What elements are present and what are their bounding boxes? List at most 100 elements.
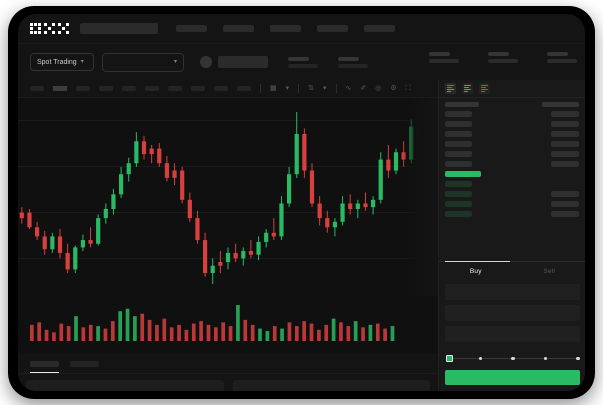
search-input[interactable]: [80, 23, 158, 34]
timeframe-button[interactable]: [237, 86, 251, 91]
indicator-label-icon[interactable]: ⇅: [308, 85, 315, 92]
order-book-row[interactable]: [445, 161, 579, 167]
slider-stop-dot[interactable]: [576, 356, 580, 361]
candle-body: [134, 141, 139, 164]
depth-sell-icon[interactable]: [479, 83, 490, 94]
amount-slider[interactable]: [446, 354, 580, 363]
candle-body: [210, 265, 215, 274]
order-total-field[interactable]: [445, 326, 580, 342]
candle-body: [370, 199, 376, 208]
price-chart[interactable]: [18, 98, 438, 354]
candle-body: [218, 262, 223, 266]
timeframe-button[interactable]: [214, 86, 228, 91]
chevron-down-icon[interactable]: ▾: [285, 85, 290, 92]
nav-item-derivatives[interactable]: [270, 25, 301, 32]
pair-name-label[interactable]: [218, 56, 268, 68]
fullscreen-icon[interactable]: ⛶: [405, 85, 411, 92]
order-book-price: [445, 141, 472, 147]
order-price-field[interactable]: [445, 284, 580, 300]
order-book-row[interactable]: [445, 181, 579, 187]
slider-stop-dot[interactable]: [543, 356, 547, 361]
timeframe-button[interactable]: [99, 86, 113, 91]
candle-body: [157, 148, 162, 164]
timeframe-button[interactable]: [145, 86, 159, 91]
ticker-summary: [200, 56, 368, 68]
volume-bar: [162, 318, 167, 341]
candle-body: [432, 126, 437, 131]
depth-buy-icon[interactable]: [462, 83, 473, 94]
order-book-row[interactable]: [445, 121, 579, 127]
timeframe-button-active[interactable]: [53, 86, 67, 91]
chevron-down-icon[interactable]: ▾: [323, 85, 327, 92]
order-book-price: [445, 121, 472, 127]
volume-bar: [206, 324, 211, 341]
pencil-draw-icon[interactable]: ✐: [360, 85, 367, 92]
order-book-row[interactable]: [445, 141, 579, 147]
volume-bar: [228, 326, 233, 341]
volume-bar: [243, 319, 248, 341]
volume-bar: [302, 321, 306, 341]
candle-body: [279, 203, 284, 237]
order-book-price: [445, 111, 472, 117]
nav-item-markets[interactable]: [176, 25, 207, 32]
order-book-row[interactable]: [445, 191, 579, 197]
candle-body: [393, 152, 399, 171]
order-book-row[interactable]: [445, 211, 579, 217]
order-book-row[interactable]: [445, 201, 579, 207]
settings-gear-icon[interactable]: ⚙: [390, 85, 397, 92]
candle-body: [424, 130, 429, 136]
timeframe-button[interactable]: [76, 86, 90, 91]
camera-snapshot-icon[interactable]: ◎: [375, 85, 382, 92]
slider-stop-dot[interactable]: [511, 356, 515, 361]
okx-logo[interactable]: [30, 23, 69, 34]
order-amount-field[interactable]: [445, 305, 580, 321]
trading-mode-select[interactable]: Spot Trading ▾: [30, 53, 94, 71]
slider-stop-dot[interactable]: [478, 356, 482, 361]
candle-wick: [250, 240, 252, 259]
place-buy-order-button[interactable]: [445, 370, 580, 385]
timeframe-button[interactable]: [168, 86, 182, 91]
candle-body: [180, 170, 185, 200]
timeframe-button[interactable]: [122, 86, 136, 91]
indicator-wave-icon[interactable]: ∿: [345, 85, 352, 92]
tab-sell[interactable]: Sell: [513, 262, 586, 280]
order-book-amount: [551, 121, 579, 127]
candle-body: [378, 159, 383, 200]
volume-bar: [375, 323, 380, 341]
nav-item-trade[interactable]: [223, 25, 254, 32]
tab-open-orders[interactable]: [30, 360, 59, 373]
nav-item-finance[interactable]: [317, 25, 348, 32]
orders-panels: [18, 380, 438, 391]
slider-handle[interactable]: [446, 355, 453, 362]
candle-body: [332, 221, 338, 228]
orders-panel-left[interactable]: [26, 380, 224, 391]
timeframe-button[interactable]: [191, 86, 205, 91]
pair-select-dropdown[interactable]: ▾: [102, 52, 184, 72]
order-book-list[interactable]: [439, 98, 585, 217]
candle-wick: [433, 119, 435, 142]
order-book-row[interactable]: [445, 151, 579, 157]
volume-bar: [81, 327, 86, 341]
candlestick-type-icon[interactable]: ▦: [270, 85, 277, 92]
nav-item-more[interactable]: [364, 25, 395, 32]
candle-body: [325, 218, 330, 228]
volume-bar: [294, 326, 299, 341]
candle-body: [195, 218, 200, 241]
volume-bar: [37, 322, 42, 341]
order-book-row[interactable]: [445, 171, 579, 177]
volume-bar: [331, 318, 336, 341]
candle-body: [256, 241, 261, 255]
timeframe-button[interactable]: [30, 86, 44, 91]
tab-buy[interactable]: Buy: [439, 262, 513, 280]
depth-both-icon[interactable]: [445, 83, 456, 94]
candle-body: [271, 232, 276, 237]
order-book-row[interactable]: [445, 131, 579, 137]
volume-bar: [88, 324, 93, 341]
candle-body: [50, 236, 55, 250]
orders-panel-right[interactable]: [232, 380, 430, 391]
order-book-row[interactable]: [445, 111, 579, 117]
tab-order-history[interactable]: [70, 360, 99, 367]
candle-body: [416, 126, 422, 136]
candle-body: [309, 170, 315, 204]
candle-body: [409, 126, 414, 160]
